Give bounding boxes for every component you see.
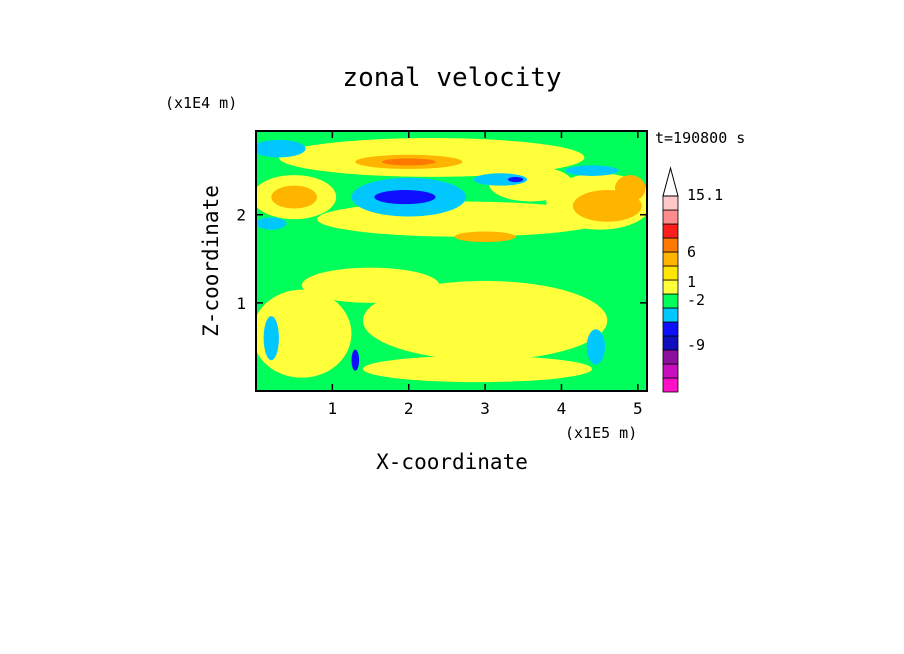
contour-region [374,190,436,205]
contour-region [256,217,287,230]
colorbar-swatch [662,223,679,239]
colorbar-swatch [662,321,679,337]
colorbar-swatch [662,377,679,393]
contour-region [271,185,318,209]
colorbar-overflow-arrow [662,166,679,197]
x-axis-label: X-coordinate [376,450,528,474]
contour-region [586,329,605,365]
colorbar-swatch [662,349,679,365]
y-unit-label: (x1E4 m) [165,94,237,112]
colorbar-swatch [662,251,679,267]
colorbar-swatch [662,265,679,281]
colorbar-label: 1 [687,273,696,291]
colorbar-label: -9 [687,336,705,354]
colorbar-label: -2 [687,291,705,309]
contour-region [301,267,440,303]
contour-region [565,165,619,176]
colorbar-swatch [662,195,679,211]
x-tick-label: 4 [557,399,567,418]
contour-region [362,280,608,361]
colorbar-labels: 15.1 6 1-2 -9 [687,186,723,354]
y-tick-label: 2 [236,206,246,225]
contour-region [256,139,306,158]
contour-region [454,231,516,243]
colorbar-swatch [662,209,679,225]
contour-region [473,173,528,186]
y-axis-label: Z-coordinate [199,185,223,337]
x-tick-label: 2 [404,399,414,418]
colorbar-swatch [662,237,679,253]
colorbar-swatch [662,293,679,309]
contour-region [382,158,436,166]
chart-title: zonal velocity [342,63,561,93]
y-ticks: 12 [236,206,647,313]
contour-regions [256,138,647,383]
plot-frame [255,130,648,392]
contour-region [508,176,524,183]
colorbar-swatch [662,363,679,379]
x-tick-label: 5 [633,399,643,418]
contour-region [362,355,593,383]
contour-region [614,175,646,202]
colorbar-label: 6 [687,243,696,261]
x-tick-label: 1 [328,399,338,418]
colorbar-swatch [662,307,679,323]
colorbar [662,166,679,393]
colorbar-swatch [662,335,679,351]
contour-region [351,349,360,371]
contour-region [256,289,352,378]
y-tick-label: 1 [236,294,246,313]
x-ticks: 1 2 3 4 5 [328,131,643,418]
colorbar-label: 15.1 [687,186,723,204]
x-unit-label: (x1E5 m) [565,424,637,442]
contour-region [263,316,279,361]
x-tick-label: 3 [480,399,490,418]
colorbar-swatch [662,279,679,295]
time-label: t=190800 s [655,129,745,147]
